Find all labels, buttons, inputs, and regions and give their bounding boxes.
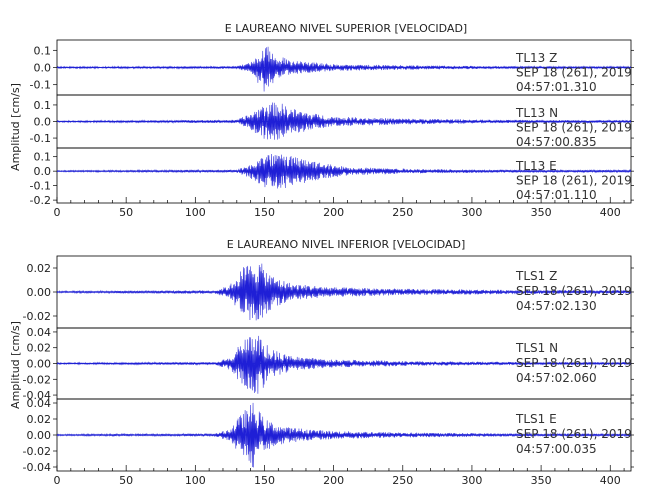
waveform-trace — [56, 46, 632, 92]
y-tick-label: 0.00 — [27, 286, 52, 299]
chart-lower-x-axis: 0 50 100 150 200 250 300 350 400 — [54, 465, 625, 487]
x-tick-label: 100 — [185, 474, 206, 487]
date-label: SEP 18 (261), 2019 — [516, 427, 632, 441]
x-tick-label: 50 — [119, 474, 133, 487]
x-tick-label: 250 — [392, 474, 413, 487]
y-tick-label: -0.02 — [23, 373, 51, 386]
x-tick-label: 100 — [185, 206, 206, 219]
x-tick-label: 200 — [323, 474, 344, 487]
time-label: 04:57:02.130 — [516, 299, 597, 313]
y-tick-label: -0.1 — [30, 132, 51, 145]
x-tick-label: 400 — [600, 206, 621, 219]
date-label: SEP 18 (261), 2019 — [516, 174, 632, 188]
x-tick-label: 300 — [461, 474, 482, 487]
chart-upper-x-axis: 0 50 100 150 200 250 300 350 400 — [54, 197, 625, 219]
x-tick-label: 400 — [600, 474, 621, 487]
time-label: 04:57:00.035 — [516, 442, 597, 456]
station-label: TLS1 E — [515, 412, 557, 426]
y-tick-label: 0.00 — [27, 358, 52, 371]
chart-lower-ylabel: Amplitud [cm/s] — [9, 321, 22, 409]
y-tick-label: 0.02 — [27, 413, 52, 426]
y-tick-label: 0.1 — [34, 99, 52, 112]
y-tick-label: 0.02 — [27, 342, 52, 355]
y-tick-label: 0.1 — [34, 151, 52, 164]
time-label: 04:57:01.110 — [516, 188, 597, 202]
time-label: 04:57:02.060 — [516, 371, 597, 385]
y-tick-label: -0.02 — [23, 310, 51, 323]
station-label: TL13 N — [515, 106, 558, 120]
y-tick-label: -0.04 — [23, 461, 51, 474]
time-label: 04:57:00.835 — [516, 135, 597, 149]
y-tick-label: -0.1 — [30, 79, 51, 92]
y-tick-label: 0.0 — [34, 116, 52, 129]
station-label: TL13 Z — [515, 51, 557, 65]
waveform-trace — [56, 263, 632, 321]
x-tick-label: 0 — [54, 474, 61, 487]
y-tick-label: 0.02 — [27, 262, 52, 275]
x-tick-label: 150 — [254, 206, 275, 219]
chart-lower-title: E LAUREANO NIVEL INFERIOR [VELOCIDAD] — [227, 238, 466, 251]
y-tick-label: 0.04 — [27, 326, 52, 339]
y-tick-label: 0.04 — [27, 397, 52, 410]
station-label: TLS1 Z — [515, 269, 557, 283]
y-tick-label: 0.1 — [34, 44, 52, 57]
x-tick-label: 200 — [323, 206, 344, 219]
date-label: SEP 18 (261), 2019 — [516, 121, 632, 135]
chart-lower: E LAUREANO NIVEL INFERIOR [VELOCIDAD] Am… — [9, 238, 634, 487]
waveform-trace — [56, 335, 632, 394]
waveform-trace — [56, 102, 632, 140]
y-tick-label: -0.02 — [23, 445, 51, 458]
x-tick-label: 250 — [392, 206, 413, 219]
date-label: SEP 18 (261), 2019 — [516, 284, 632, 298]
station-label: TL13 E — [515, 159, 557, 173]
x-tick-label: 50 — [119, 206, 133, 219]
time-label: 04:57:01.310 — [516, 80, 597, 94]
panel-frame — [56, 147, 632, 204]
y-tick-label: -0.2 — [30, 194, 51, 207]
y-tick-label: -0.04 — [23, 389, 51, 402]
x-tick-label: 0 — [54, 206, 61, 219]
station-label: TLS1 N — [515, 341, 558, 355]
date-label: SEP 18 (261), 2019 — [516, 66, 632, 80]
chart-upper-ylabel: Amplitud [cm/s] — [9, 83, 22, 171]
chart-upper-title: E LAUREANO NIVEL SUPERIOR [VELOCIDAD] — [225, 22, 467, 35]
y-tick-label: -0.1 — [30, 180, 51, 193]
x-tick-label: 350 — [531, 206, 552, 219]
chart-upper: E LAUREANO NIVEL SUPERIOR [VELOCIDAD] Am… — [9, 22, 634, 219]
y-tick-label: 0.00 — [27, 429, 52, 442]
date-label: SEP 18 (261), 2019 — [516, 356, 632, 370]
x-tick-label: 150 — [254, 474, 275, 487]
waveform-trace — [56, 154, 632, 189]
y-tick-label: 0.0 — [34, 165, 52, 178]
y-tick-label: 0.0 — [34, 62, 52, 75]
waveform-trace — [56, 402, 632, 468]
x-tick-label: 300 — [461, 206, 482, 219]
x-tick-label: 350 — [531, 474, 552, 487]
